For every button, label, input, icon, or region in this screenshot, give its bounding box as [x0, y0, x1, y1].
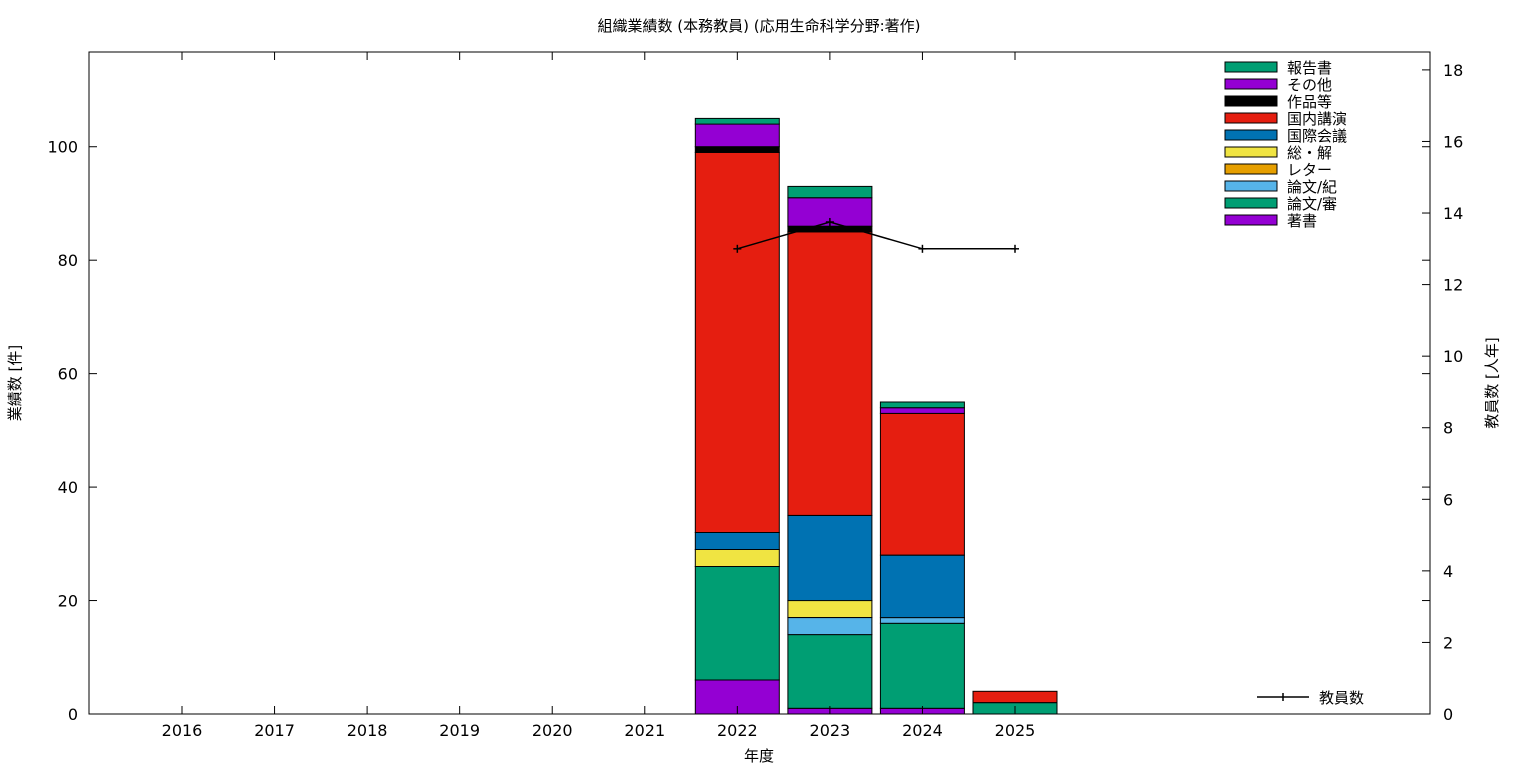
legend-label: 国内講演	[1287, 110, 1347, 128]
x-tick-label: 2025	[995, 721, 1036, 740]
legend-swatch	[1224, 95, 1278, 107]
legend-swatch	[1224, 61, 1278, 73]
line-layer	[733, 217, 1019, 253]
legend-swatch	[1224, 146, 1278, 158]
bar-segment-2023-2	[787, 617, 873, 636]
x-tick-label: 2019	[439, 721, 480, 740]
x-tick-label: 2018	[347, 721, 388, 740]
legend-label: その他	[1287, 76, 1332, 94]
legend-label: 総・解	[1287, 144, 1332, 162]
teacher-count-point-2022	[733, 244, 742, 253]
bar-segment-2022-1	[694, 566, 780, 681]
y-tick-label: 60	[58, 365, 78, 384]
y-axis: 0 20 40 60 80 100	[47, 138, 1430, 724]
bar-segment-2024-1	[879, 622, 965, 709]
x-tick-label: 2024	[902, 721, 943, 740]
y2-tick-label: 4	[1443, 562, 1453, 581]
x-tick-label: 2022	[717, 721, 758, 740]
teacher-count-point-2023	[825, 217, 834, 226]
legend-item: 作品等	[1224, 93, 1332, 111]
teacher-count-line	[737, 221, 1015, 250]
legend-swatch	[1224, 197, 1278, 209]
bar-segment-2023-9	[787, 185, 873, 199]
legend-swatch	[1224, 180, 1278, 192]
teacher-count-point-2025	[1011, 244, 1019, 253]
bar-segment-2022-5	[694, 532, 780, 550]
bar-segment-2022-8	[694, 123, 780, 148]
y-axis-label: 業績数 [件]	[6, 345, 24, 421]
bar-segment-2022-4	[694, 549, 780, 567]
legend-item: 論文/審	[1224, 195, 1337, 213]
legend-swatch	[1224, 112, 1278, 124]
bar-segment-2023-1	[787, 634, 873, 709]
legend-label: 論文/紀	[1287, 178, 1337, 196]
legend-swatch	[1224, 78, 1278, 90]
y2-tick-label: 8	[1443, 419, 1453, 438]
bar-segment-2024-6	[879, 412, 965, 556]
y-tick-label: 40	[58, 478, 78, 497]
legend-label: 論文/審	[1287, 195, 1337, 213]
legend-item: 国内講演	[1224, 110, 1347, 128]
y2-tick-label: 16	[1443, 132, 1463, 151]
y-tick-label: 80	[58, 251, 78, 270]
legend-item: 国際会議	[1224, 127, 1347, 145]
legend-item: レター	[1224, 161, 1332, 179]
legend-label: 作品等	[1287, 93, 1332, 111]
line-legend: 教員数	[1257, 689, 1364, 707]
bar-segment-2023-5	[787, 515, 873, 602]
x-tick-label: 2021	[624, 721, 665, 740]
y2-axis: 0 2 4 6 8 10 12 14 16 18	[1422, 61, 1463, 724]
x-tick-label: 2023	[810, 721, 851, 740]
legend-item: 総・解	[1224, 144, 1332, 162]
x-tick-label: 2016	[162, 721, 203, 740]
y2-tick-label: 10	[1443, 347, 1463, 366]
bar-segment-2024-5	[879, 554, 965, 619]
bar-segment-2022-7	[694, 146, 780, 153]
y2-tick-label: 14	[1443, 204, 1463, 223]
chart-title: 組織業績数 (本務教員) (応用生命科学分野:著作)	[597, 17, 920, 35]
y2-tick-label: 6	[1443, 490, 1453, 509]
bar-segment-2023-4	[787, 600, 873, 618]
x-tick-label: 2017	[254, 721, 295, 740]
x-tick-label: 2020	[532, 721, 573, 740]
bar-segment-2024-8	[879, 407, 965, 414]
legend-swatch	[1224, 214, 1278, 226]
y2-tick-label: 0	[1443, 705, 1453, 724]
x-axis: 2016 2017 2018 2019 2020 2021 2022 2023 2024 2025	[162, 52, 1036, 740]
legend-swatch	[1224, 129, 1278, 141]
y2-axis-label: 教員数 [人年]	[1483, 337, 1501, 428]
legend-item: 論文/紀	[1224, 178, 1337, 196]
bar-segment-2023-6	[787, 231, 873, 516]
y2-tick-label: 12	[1443, 276, 1463, 295]
teacher-count-point-2024	[918, 244, 927, 253]
legend-item: その他	[1224, 76, 1332, 94]
y2-tick-label: 18	[1443, 61, 1463, 80]
bar-segment-2024-9	[879, 401, 965, 409]
legend-label: レター	[1287, 161, 1332, 179]
legend-item: 著書	[1224, 212, 1317, 230]
y2-tick-label: 2	[1443, 633, 1453, 652]
x-axis-label: 年度	[744, 747, 774, 765]
legend-label: 著書	[1287, 212, 1317, 230]
legend-label: 報告書	[1287, 59, 1332, 77]
bar-segment-2022-6	[694, 151, 780, 533]
bar-segment-2025-6	[972, 690, 1058, 704]
bar-layer	[694, 117, 1058, 715]
bar-segment-2024-2	[879, 617, 965, 624]
line-legend-label: 教員数	[1319, 689, 1364, 707]
y-tick-label: 20	[58, 592, 78, 611]
plot-frame	[88, 51, 1431, 715]
legend-item: 報告書	[1224, 59, 1332, 77]
legend-label: 国際会議	[1287, 127, 1347, 145]
legend-swatch	[1224, 163, 1278, 175]
y-tick-label: 100	[47, 138, 78, 157]
bar-segment-2022-9	[694, 117, 780, 125]
y-tick-label: 0	[68, 705, 78, 724]
